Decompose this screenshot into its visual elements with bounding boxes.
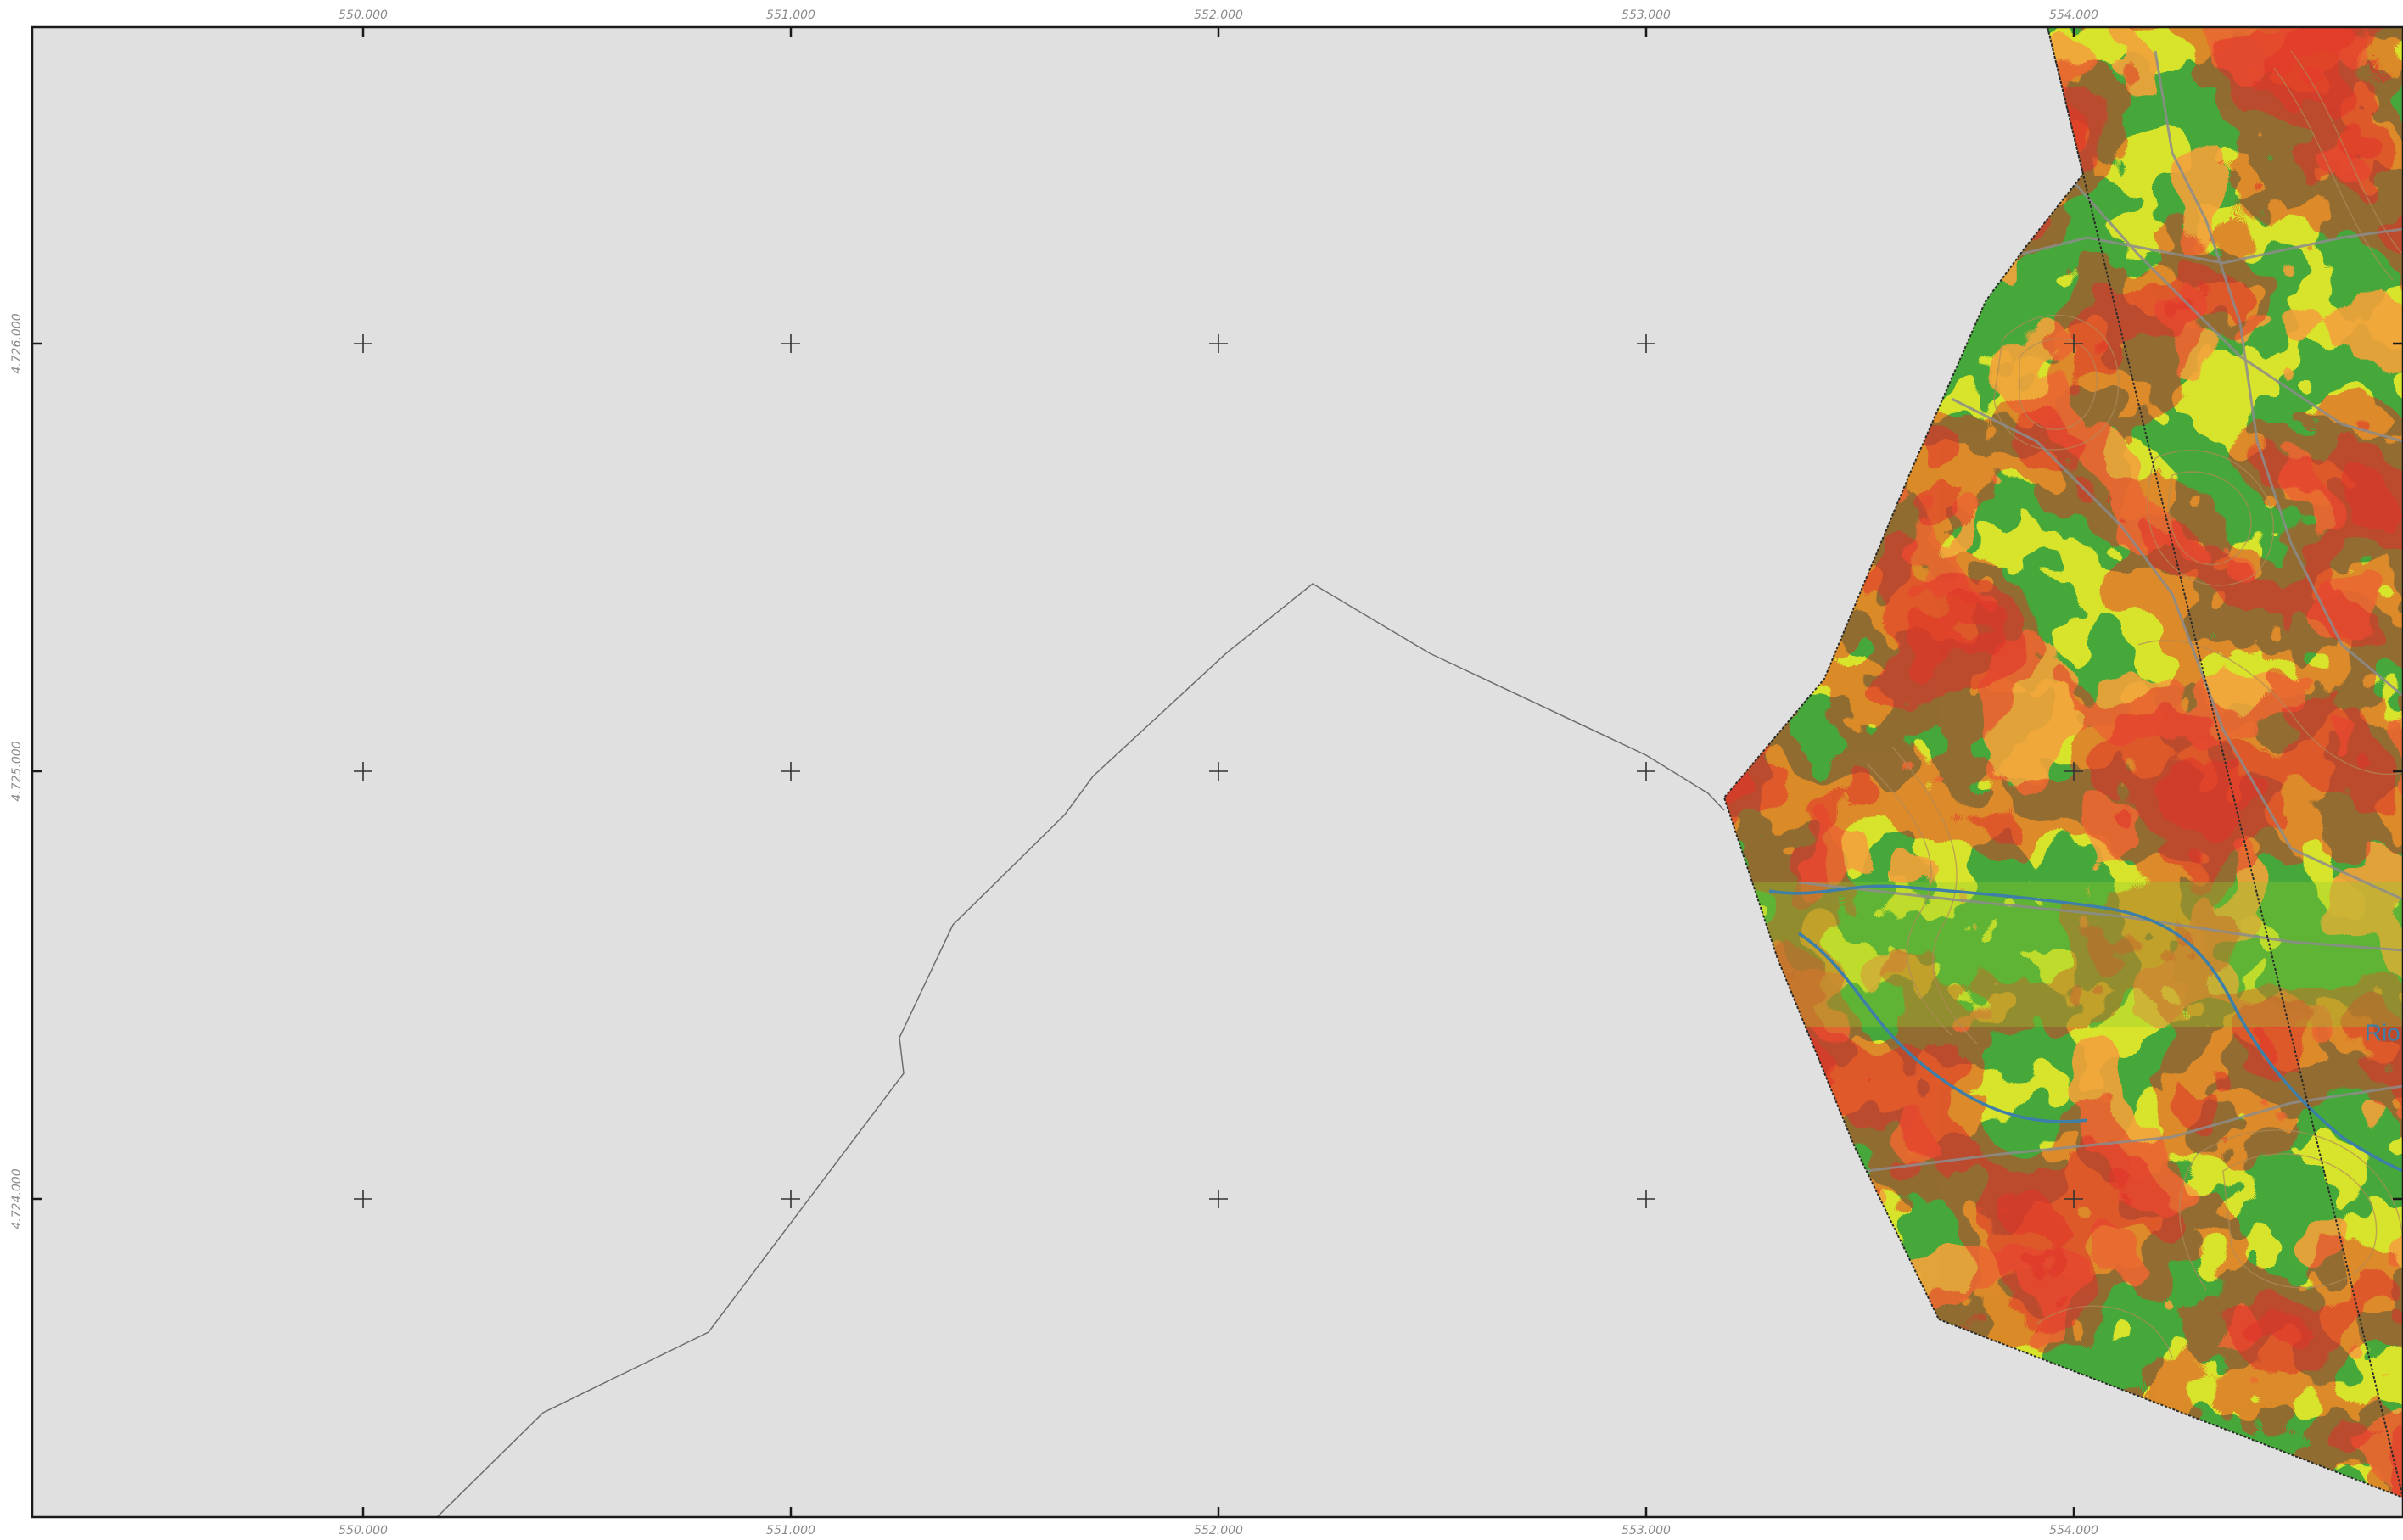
- y-tick-label-left: 4.725.000: [10, 741, 24, 801]
- x-tick-label-top: 553.000: [1622, 8, 1671, 22]
- grid-cross: [781, 1190, 800, 1208]
- x-tick-label-bottom: 553.000: [1622, 1524, 1671, 1537]
- grid-cross: [781, 334, 800, 353]
- x-tick-label-top: 551.000: [766, 8, 815, 22]
- grid-crosses: [354, 334, 2083, 1208]
- river: [1768, 884, 2403, 1173]
- x-axis-top: 550.000 551.000 552.000 553.000 554.000: [339, 8, 2098, 37]
- x-tick-label-top: 552.000: [1194, 8, 1243, 22]
- grid-cross: [2064, 762, 2083, 781]
- grid-cross: [1637, 334, 1655, 353]
- road-network: [1798, 50, 2403, 1173]
- place-label: Rio: [2365, 1020, 2400, 1046]
- grid-cross: [354, 334, 372, 353]
- study-area-edge: [1722, 27, 2403, 1499]
- grid-cross: [1209, 334, 1228, 353]
- x-axis-bottom: 550.000 551.000 552.000 553.000 554.000: [339, 1507, 2098, 1537]
- grid-cross: [1637, 1190, 1655, 1208]
- grid-cross: [1209, 1190, 1228, 1208]
- grid-cross: [2064, 334, 2083, 353]
- y-tick-label-left: 4.724.000: [10, 1168, 24, 1229]
- x-tick-label-bottom: 550.000: [339, 1524, 388, 1537]
- grid-cross: [354, 1190, 372, 1208]
- grid-cross: [354, 762, 372, 781]
- contour-lines: [1866, 50, 2403, 1358]
- y-tick-label-left: 4.726.000: [10, 313, 24, 373]
- x-tick-label-bottom: 551.000: [766, 1524, 815, 1537]
- y-axis-left: 4.726.000 4.725.000 4.724.000: [10, 313, 2403, 1229]
- x-tick-label-top: 554.000: [2049, 8, 2098, 22]
- x-tick-label-top: 550.000: [339, 8, 388, 22]
- x-tick-label-bottom: 552.000: [1194, 1524, 1243, 1537]
- x-tick-label-bottom: 554.000: [2049, 1524, 2098, 1537]
- boundary-line: [436, 583, 1725, 1517]
- grid-cross: [1637, 762, 1655, 781]
- grid-cross: [2064, 1190, 2083, 1208]
- grid-cross: [781, 762, 800, 781]
- grid-cross: [1209, 762, 1228, 781]
